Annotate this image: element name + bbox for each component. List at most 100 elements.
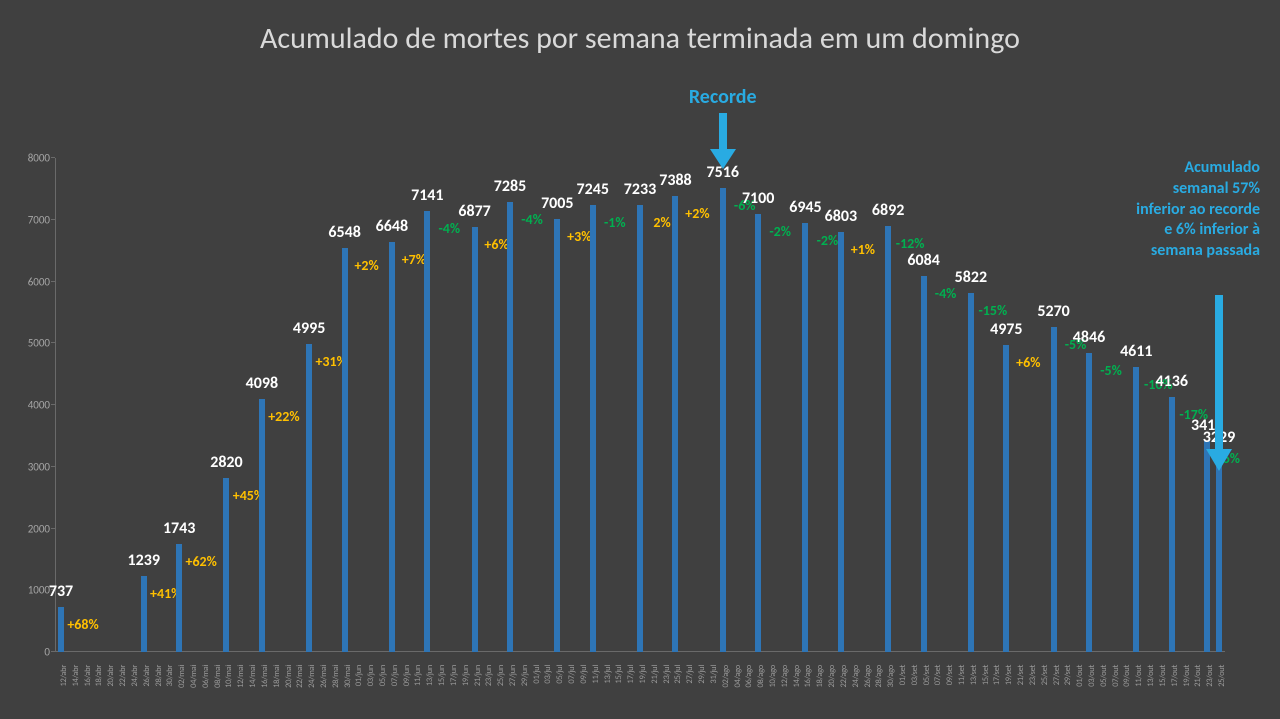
y-tick — [51, 157, 55, 158]
x-tick-label: 28/ago — [874, 665, 884, 719]
x-tick-label: 12/abr — [59, 665, 69, 719]
bar-value-label: 6945 — [789, 198, 821, 217]
x-tick-label: 21/out — [1193, 665, 1203, 719]
y-tick — [51, 651, 55, 652]
plot-area: 010002000300040005000600070008000737+68%… — [55, 158, 1225, 652]
y-tick-label: 2000 — [15, 522, 50, 535]
bar-value-label: 2820 — [210, 453, 242, 472]
x-tick-label: 03/set — [910, 665, 920, 719]
bar — [389, 242, 395, 653]
x-tick-label: 29/jun — [520, 665, 530, 719]
x-tick-label: 23/jul — [662, 665, 672, 719]
x-tick-label: 01/set — [898, 665, 908, 719]
x-tick-label: 13/jul — [603, 665, 613, 719]
bar — [259, 399, 265, 652]
bar-value-label: 4846 — [1073, 328, 1105, 347]
y-tick-label: 5000 — [15, 337, 50, 350]
x-tick-label: 24/mai — [307, 665, 317, 719]
x-tick-label: 21/set — [1016, 665, 1026, 719]
x-tick-label: 28/mai — [331, 665, 341, 719]
x-tick-label: 23/set — [1028, 665, 1038, 719]
bar-value-label: 5822 — [955, 268, 987, 287]
x-tick-label: 12/ago — [780, 665, 790, 719]
bar-pct-label: -2% — [769, 223, 791, 240]
bar-value-label: 6803 — [825, 207, 857, 226]
x-tick-label: 29/jul — [697, 665, 707, 719]
x-tick-label: 05/out — [1099, 665, 1109, 719]
x-tick-label: 15/set — [981, 665, 991, 719]
bar — [424, 211, 430, 652]
y-tick-label: 4000 — [15, 399, 50, 412]
bar — [58, 607, 64, 653]
x-tick-label: 19/out — [1182, 665, 1192, 719]
x-tick-label: 13/out — [1146, 665, 1156, 719]
y-tick-label: 1000 — [15, 584, 50, 597]
x-tick-label: 27/set — [1052, 665, 1062, 719]
bar — [1003, 345, 1009, 652]
bar — [1169, 397, 1175, 652]
x-tick-label: 18/mai — [272, 665, 282, 719]
x-tick-label: 05/jun — [378, 665, 388, 719]
bar-pct-label: -4% — [521, 211, 543, 228]
x-tick-label: 15/jul — [614, 665, 624, 719]
x-tick-label: 24/abr — [130, 665, 140, 719]
bar — [590, 205, 596, 652]
x-tick-label: 07/set — [933, 665, 943, 719]
bar-pct-label: 2% — [653, 214, 670, 231]
bar-value-label: 1239 — [127, 551, 159, 570]
x-tick-label: 01/out — [1075, 665, 1085, 719]
x-tick-label: 02/mai — [177, 665, 187, 719]
bar — [306, 344, 312, 652]
bar-pct-label: +22% — [268, 408, 299, 425]
bar-value-label: 6548 — [328, 223, 360, 242]
bar-pct-label: -5% — [1100, 362, 1122, 379]
bar-pct-label: +7% — [402, 251, 426, 268]
x-tick-label: 09/jul — [579, 665, 589, 719]
bar-pct-label: -4% — [439, 220, 461, 237]
bar — [672, 196, 678, 652]
x-tick-label: 10/ago — [768, 665, 778, 719]
bar-value-label: 7005 — [541, 194, 573, 213]
x-tick-label: 17/jul — [626, 665, 636, 719]
bar-value-label: 5270 — [1037, 302, 1069, 321]
x-tick-label: 25/jul — [673, 665, 683, 719]
y-tick-label: 7000 — [15, 213, 50, 226]
x-tick-label: 12/mai — [236, 665, 246, 719]
bar-value-label: 6892 — [872, 201, 904, 220]
bar-value-label: 4098 — [246, 374, 278, 393]
bar-value-label: 7285 — [494, 177, 526, 196]
x-tick-label: 31/jul — [709, 665, 719, 719]
y-tick — [51, 219, 55, 220]
x-tick-label: 16/ago — [803, 665, 813, 719]
bar — [176, 544, 182, 652]
bar — [802, 223, 808, 652]
x-tick-label: 14/ago — [792, 665, 802, 719]
bar-pct-label: +2% — [354, 257, 378, 274]
x-tick-label: 26/abr — [142, 665, 152, 719]
x-tick-label: 16/abr — [83, 665, 93, 719]
y-tick — [51, 466, 55, 467]
bar — [1216, 453, 1222, 652]
x-tick-label: 26/mai — [319, 665, 329, 719]
x-tick-label: 16/mai — [260, 665, 270, 719]
bar-value-label: 6084 — [907, 251, 939, 270]
summary-arrow-icon — [1204, 295, 1234, 475]
x-tick-label: 30/abr — [165, 665, 175, 719]
bar-pct-label: +2% — [685, 205, 709, 222]
summary-annotation: Acumuladosemanal 57%inferior ao recordee… — [1100, 158, 1260, 262]
x-tick-label: 07/jul — [567, 665, 577, 719]
bar — [1086, 353, 1092, 652]
x-tick-label: 23/out — [1205, 665, 1215, 719]
x-tick-label: 22/mai — [295, 665, 305, 719]
x-tick-label: 22/abr — [118, 665, 128, 719]
x-tick-label: 14/mai — [248, 665, 258, 719]
x-tick-label: 04/ago — [733, 665, 743, 719]
x-tick-label: 04/mai — [189, 665, 199, 719]
x-tick-label: 19/jun — [461, 665, 471, 719]
bar-pct-label: -1% — [604, 214, 626, 231]
bar-value-label: 4611 — [1120, 342, 1152, 361]
x-tick-label: 02/ago — [721, 665, 731, 719]
x-tick-label: 25/jun — [496, 665, 506, 719]
x-tick-label: 11/jul — [591, 665, 601, 719]
record-annotation: Recorde — [673, 85, 773, 110]
